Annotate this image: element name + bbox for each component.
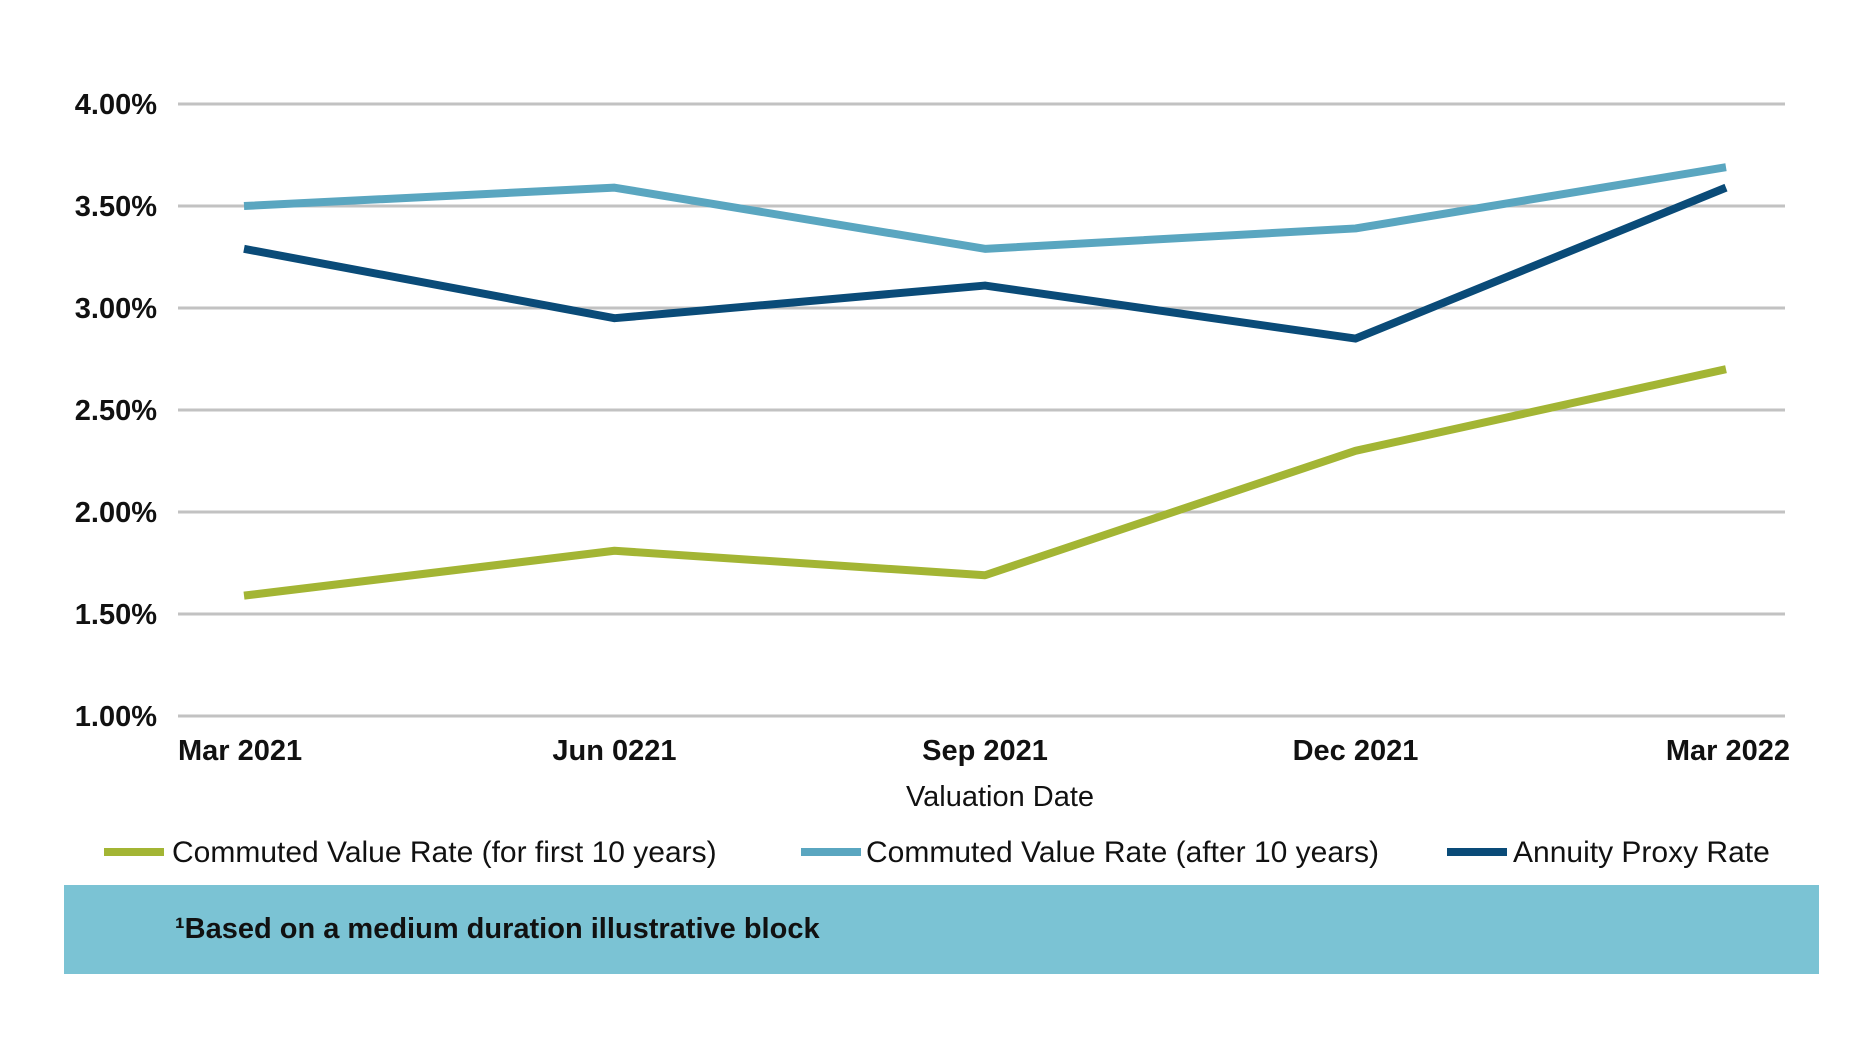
y-tick-label: 1.50%: [75, 599, 157, 631]
legend-label: Annuity Proxy Rate: [1513, 836, 1770, 869]
series-line-2: [243, 163, 1727, 253]
y-tick-label: 2.50%: [75, 395, 157, 427]
y-tick-label: 3.50%: [75, 191, 157, 223]
y-tick-label: 4.00%: [75, 89, 157, 121]
x-tick-label: Mar 2022: [1666, 735, 1790, 767]
x-tick-label: Sep 2021: [922, 735, 1048, 767]
series-line-3: [243, 183, 1728, 343]
y-tick-label: 2.00%: [75, 497, 157, 529]
series-line-1: [243, 365, 1727, 600]
y-tick-label: 3.00%: [75, 293, 157, 325]
x-tick-label: Mar 2021: [178, 735, 302, 767]
legend-label: Commuted Value Rate (after 10 years): [866, 836, 1379, 869]
gridlines: [178, 102, 1785, 718]
legend: Commuted Value Rate (for first 10 years)…: [104, 836, 1770, 869]
x-tick-label: Dec 2021: [1293, 735, 1419, 767]
footnote-bar: ¹Based on a medium duration illustrative…: [64, 885, 1819, 974]
x-axis: Mar 2021 Jun 0221 Sep 2021 Dec 2021 Mar 2022: [178, 735, 1790, 767]
x-axis-title: Valuation Date: [906, 781, 1094, 813]
legend-label: Commuted Value Rate (for first 10 years): [172, 836, 717, 869]
y-axis: 1.00% 1.50% 2.00% 2.50% 3.00% 3.50% 4.00%: [75, 89, 157, 733]
x-tick-label: Jun 0221: [552, 735, 676, 767]
footnote-text: ¹Based on a medium duration illustrative…: [175, 913, 820, 945]
series-lines: [243, 163, 1728, 600]
y-tick-label: 1.00%: [75, 701, 157, 733]
